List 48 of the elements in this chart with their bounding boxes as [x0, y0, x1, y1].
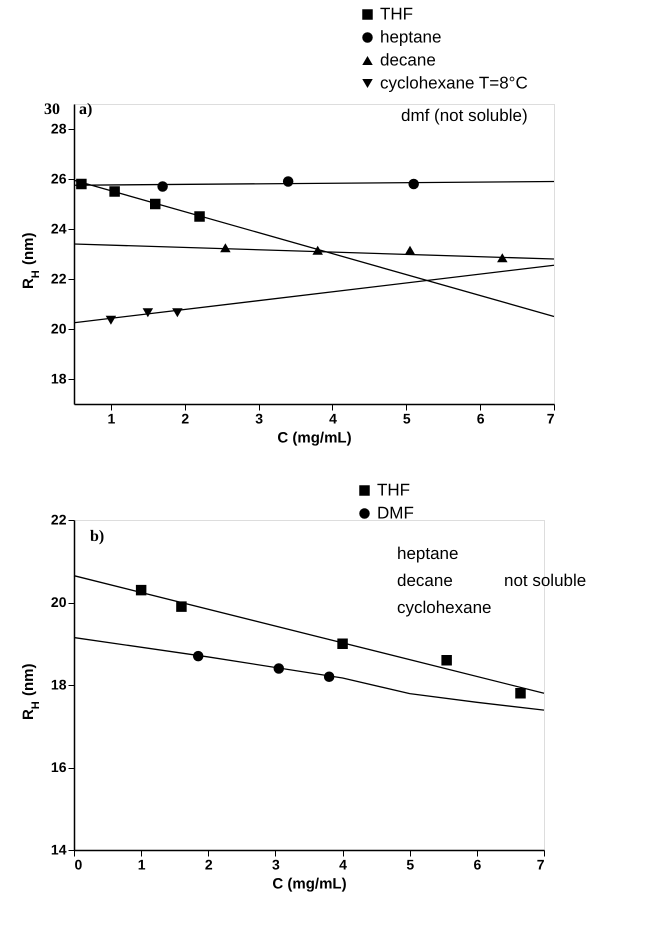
x-tick-label: 3: [255, 410, 264, 426]
legend-label: THF: [377, 480, 410, 500]
y-tick-label: 16: [50, 759, 67, 775]
point: [515, 688, 526, 698]
legend-label: heptane: [380, 28, 442, 46]
x-tick-label: 7: [546, 410, 555, 426]
point: [441, 655, 452, 666]
y-tick-label: 22: [50, 270, 67, 286]
y-axis-title: RH (nm): [20, 232, 42, 289]
legend-label: DMF: [377, 504, 414, 522]
x-tick-label: 5: [402, 410, 411, 426]
x-tick-label: 1: [108, 410, 116, 426]
y-tick-label: 24: [50, 220, 67, 236]
y-tick-label: 28: [50, 120, 67, 136]
y-tick-label: 20: [50, 594, 67, 610]
annotation: heptane: [397, 544, 458, 563]
y-tick-label: 22: [50, 512, 67, 528]
x-tick-label: 4: [329, 410, 338, 426]
legend-label: cyclohexane T=8°C: [380, 74, 528, 92]
x-tick-label: 2: [181, 410, 190, 426]
x-tick-label: 6: [476, 410, 485, 426]
point: [497, 253, 508, 262]
x-tick-label: 4: [339, 856, 348, 872]
y-tick-label: 18: [50, 676, 67, 692]
annotation: not soluble: [504, 571, 586, 590]
x-tick-label: 1: [138, 856, 146, 872]
y-tick-label: 18: [50, 370, 67, 386]
annotation: cyclohexane: [397, 598, 492, 617]
y-tick-label: 26: [50, 170, 67, 186]
annotation: decane: [397, 571, 453, 590]
x-tick-label: 6: [473, 856, 482, 872]
x-tick-label: 7: [536, 856, 545, 872]
y-tick-label: 20: [50, 320, 67, 336]
x-tick-label: 0: [74, 856, 82, 872]
legend-label: decane: [380, 50, 436, 70]
y-tick-label: 14: [50, 842, 67, 858]
x-tick-label: 3: [272, 856, 280, 872]
x-axis-title: C (mg/mL): [272, 876, 347, 892]
x-tick-label: 5: [406, 856, 414, 872]
annotation: a): [79, 101, 92, 118]
annotation: b): [90, 528, 104, 545]
y-axis-title: RH (nm): [20, 664, 42, 720]
x-axis-title: C (mg/mL): [277, 430, 352, 446]
point: [142, 308, 154, 318]
legend-label: THF: [380, 4, 414, 24]
text: 30: [44, 101, 60, 118]
x-tick-label: 2: [204, 856, 213, 872]
annotation: dmf (not soluble): [401, 106, 528, 125]
